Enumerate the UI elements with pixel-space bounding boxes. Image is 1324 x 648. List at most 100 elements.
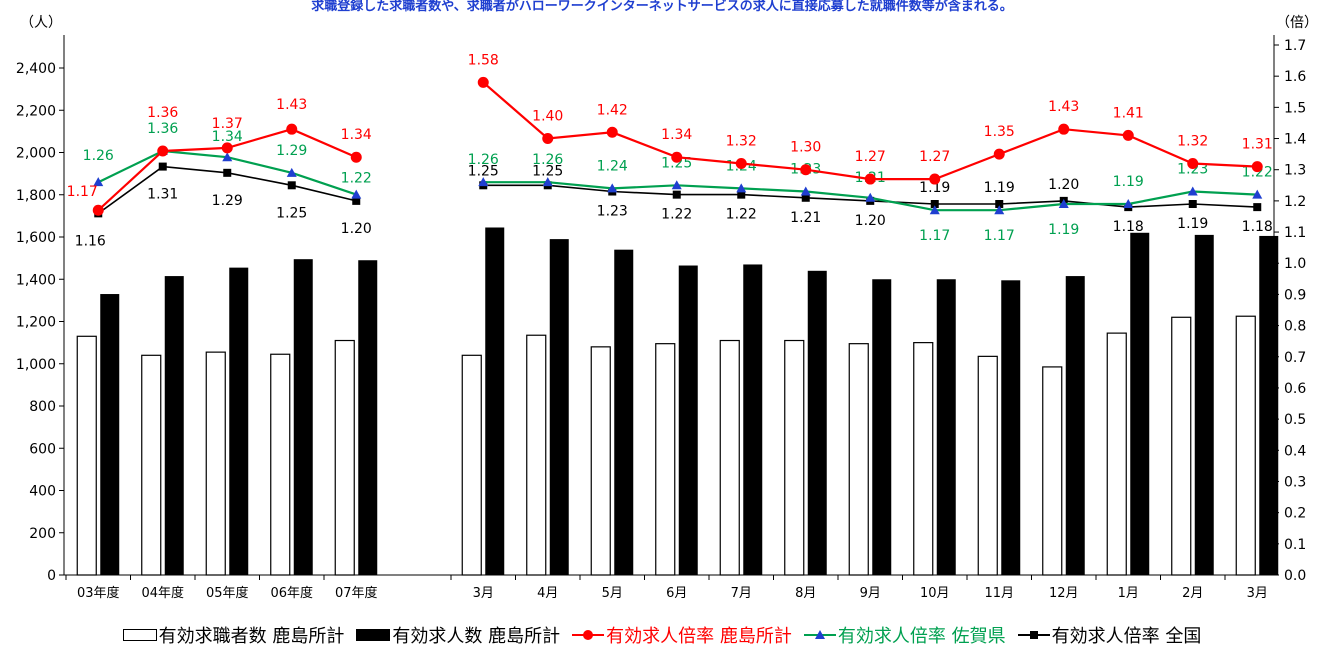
data-label-national: 1.20 <box>1048 177 1079 193</box>
legend-label-kashima: 有効求人倍率 鹿島所計 <box>606 626 792 647</box>
x-tick-label: 05年度 <box>206 585 249 601</box>
data-label-national: 1.19 <box>1177 216 1208 232</box>
bar-openings <box>678 265 698 575</box>
legend-item-saga: 有効求人倍率 佐賀県 <box>803 622 1006 648</box>
point-kashima <box>1122 129 1134 141</box>
point-kashima <box>864 173 876 185</box>
right-tick-label: 0.6 <box>1284 381 1306 397</box>
bar-openings <box>485 227 505 575</box>
data-label-national: 1.20 <box>341 221 372 237</box>
point-saga <box>671 180 682 190</box>
point-kashima <box>286 123 298 135</box>
data-label-saga: 1.34 <box>212 129 243 145</box>
data-label-kashima: 1.40 <box>532 109 563 125</box>
right-tick-label: 1.7 <box>1284 38 1306 54</box>
left-tick-label: 2,000 <box>16 146 56 162</box>
data-label-national: 1.21 <box>790 210 821 226</box>
data-label-kashima: 1.43 <box>1048 99 1079 115</box>
point-saga <box>93 177 104 187</box>
legend-swatch-national <box>1017 629 1050 641</box>
point-kashima <box>800 164 812 176</box>
point-national <box>801 193 810 202</box>
data-label-saga: 1.25 <box>661 155 692 171</box>
right-tick-label: 1.0 <box>1284 256 1306 272</box>
right-tick-label: 0.9 <box>1284 287 1306 303</box>
bar-seekers <box>784 339 805 576</box>
bar-seekers <box>977 355 998 576</box>
right-tick-label: 1.5 <box>1284 100 1306 116</box>
legend-item-kashima: 有効求人倍率 鹿島所計 <box>572 622 792 648</box>
bar-openings <box>872 279 892 575</box>
left-tick-label: 1,000 <box>16 357 56 373</box>
bar-seekers <box>461 354 482 576</box>
point-kashima <box>606 126 618 138</box>
right-tick-label: 0.7 <box>1284 350 1306 366</box>
right-axis-unit: （倍） <box>1276 15 1318 31</box>
bar-seekers <box>913 342 934 576</box>
point-saga <box>222 152 233 162</box>
data-label-national: 1.20 <box>855 213 886 229</box>
left-tick-label: 2,200 <box>16 103 56 119</box>
data-label-kashima: 1.27 <box>919 149 950 165</box>
data-label-saga: 1.19 <box>1048 222 1079 238</box>
x-tick-label: 03年度 <box>77 585 120 601</box>
left-tick-label: 200 <box>29 526 56 542</box>
bar-seekers <box>76 335 97 576</box>
x-tick-label: 2月 <box>1182 586 1203 601</box>
point-kashima <box>929 173 941 185</box>
point-national <box>158 162 167 171</box>
point-kashima <box>350 151 362 163</box>
bar-openings <box>358 260 378 575</box>
data-label-kashima: 1.37 <box>212 116 243 132</box>
legend-item-seekers: 有効求職者数 鹿島所計 <box>122 622 345 648</box>
bar-openings <box>1194 234 1214 575</box>
left-tick-label: 1,600 <box>16 230 56 246</box>
legend-item-national: 有効求人倍率 全国 <box>1017 622 1201 648</box>
point-saga <box>351 189 362 199</box>
point-saga <box>1058 199 1069 208</box>
right-tick-label: 0.1 <box>1284 537 1306 553</box>
point-kashima <box>221 142 233 154</box>
left-tick-label: 600 <box>29 441 56 457</box>
data-label-kashima: 1.41 <box>1113 105 1144 121</box>
point-kashima <box>1058 123 1070 135</box>
point-saga <box>994 205 1005 215</box>
x-tick-label: 8月 <box>795 586 816 601</box>
x-tick-label: 6月 <box>666 586 687 601</box>
bar-openings <box>743 264 763 575</box>
bar-seekers <box>719 339 740 576</box>
point-saga <box>865 192 876 202</box>
chart-note: 求職登録した求職者数や、求職者がハローワークインターネットサービスの求人に直接応… <box>311 0 1013 14</box>
point-kashima <box>993 148 1005 160</box>
data-label-kashima: 1.31 <box>1242 137 1273 153</box>
point-saga <box>1123 199 1134 208</box>
point-national <box>352 196 361 205</box>
right-tick-label: 0.5 <box>1284 412 1306 428</box>
legend-swatch-kashima <box>572 629 605 641</box>
data-label-saga: 1.26 <box>83 148 114 164</box>
bar-openings <box>807 270 827 575</box>
data-label-national: 1.25 <box>276 205 307 221</box>
data-label-national: 1.22 <box>726 207 757 223</box>
bar-seekers <box>1171 316 1192 576</box>
legend-label-seekers: 有効求職者数 鹿島所計 <box>158 626 345 647</box>
point-kashima <box>671 151 683 163</box>
point-national <box>287 181 296 190</box>
data-label-saga: 1.26 <box>532 152 563 168</box>
bar-openings <box>549 239 569 576</box>
data-label-kashima: 1.34 <box>341 127 372 143</box>
data-label-saga: 1.26 <box>468 152 499 168</box>
data-label-national: 1.29 <box>212 193 243 209</box>
data-label-national: 1.25 <box>468 163 499 179</box>
x-tick-label: 5月 <box>602 586 623 601</box>
bar-seekers <box>1235 315 1256 576</box>
right-tick-label: 0.0 <box>1284 568 1306 584</box>
x-tick-label: 9月 <box>860 586 881 601</box>
bar-seekers <box>655 343 676 576</box>
bar-seekers <box>590 346 611 576</box>
bar-openings <box>1259 235 1279 575</box>
point-saga <box>1187 186 1198 196</box>
x-tick-label: 04年度 <box>141 585 184 601</box>
right-tick-label: 1.4 <box>1284 132 1306 148</box>
legend-swatch-seekers <box>122 629 157 641</box>
